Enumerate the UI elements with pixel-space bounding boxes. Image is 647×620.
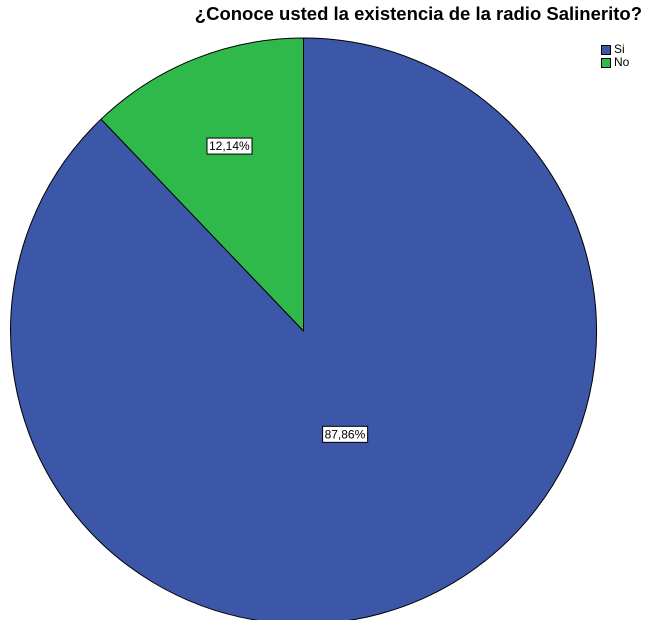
legend-item-no: No	[601, 56, 629, 69]
legend-item-si: Si	[601, 43, 629, 56]
legend-swatch-no	[601, 57, 611, 68]
data-label-box-si	[322, 425, 369, 443]
data-label-text-si: 87,86%	[325, 427, 366, 441]
chart-title: ¿Conoce usted la existencia de la radio …	[194, 3, 642, 24]
data-label-no: 12,14%	[206, 137, 253, 155]
legend: Si No	[601, 43, 629, 69]
data-label-box-no	[206, 137, 253, 155]
legend-swatch-si	[601, 44, 611, 55]
data-label-si: 87,86%	[322, 425, 369, 443]
legend-label-no: No	[614, 55, 630, 69]
pie-slice-no	[100, 37, 304, 332]
pie-slice-si	[10, 37, 597, 620]
legend-label-si: Si	[614, 42, 625, 56]
data-label-text-no: 12,14%	[209, 139, 250, 153]
